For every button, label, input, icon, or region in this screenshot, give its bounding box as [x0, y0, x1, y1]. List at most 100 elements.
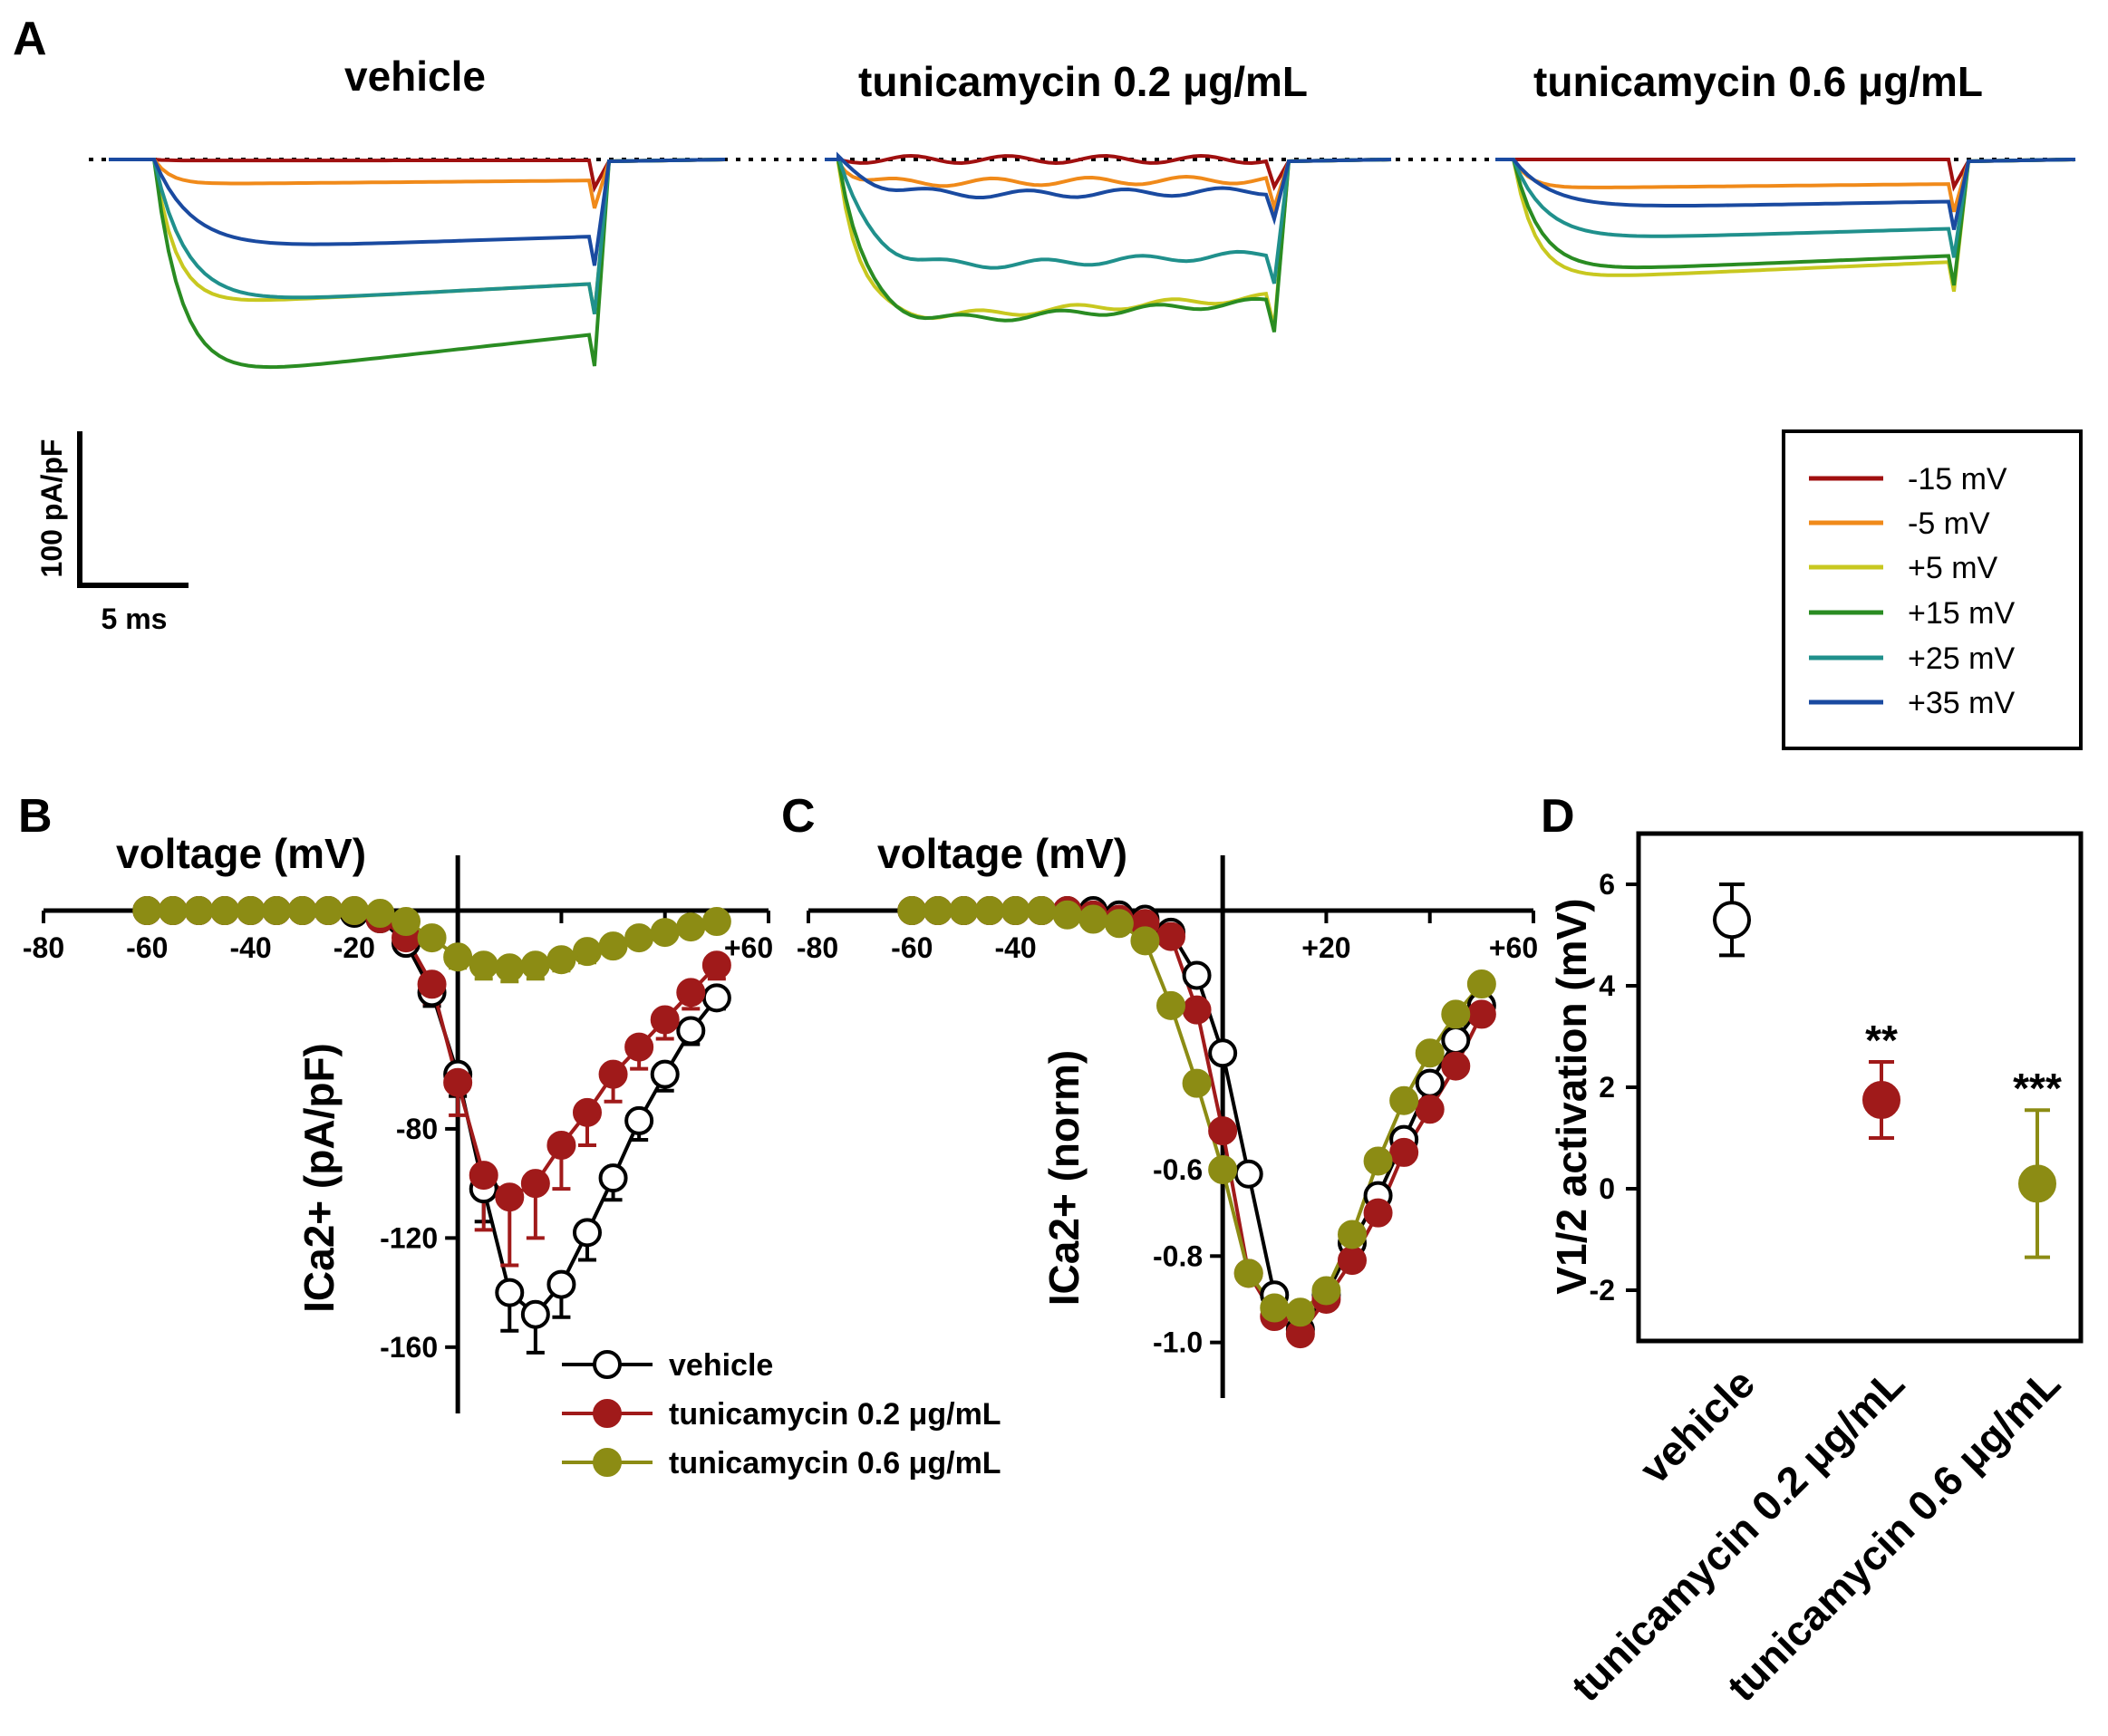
- x-tick-label: -60: [891, 931, 933, 964]
- legend-bc-tun02: tunicamycin 0.2 μg/mL: [669, 1397, 1001, 1432]
- data-point: [624, 1032, 654, 1062]
- data-point: [650, 1005, 680, 1035]
- panel-a-title-tun06: tunicamycin 0.6 μg/mL: [1533, 58, 1983, 105]
- y-tick-label: -160: [380, 1331, 438, 1364]
- data-point: [573, 937, 602, 967]
- data-point: [417, 923, 447, 953]
- data-point: [495, 953, 525, 983]
- data-point: [624, 923, 654, 953]
- data-point: [1311, 1276, 1341, 1306]
- data-point: [573, 1218, 602, 1248]
- y-tick-label: 6: [1599, 868, 1615, 901]
- data-point: [598, 1059, 628, 1089]
- panel-c-ylabel: ICa2+ (norm): [1040, 1050, 1088, 1306]
- data-point: [2018, 1164, 2056, 1203]
- data-point: [650, 918, 680, 948]
- trace-0-1: [109, 158, 726, 209]
- data-point: [1104, 909, 1134, 939]
- trace-2-3: [1495, 158, 2076, 286]
- data-point: [1233, 1259, 1263, 1288]
- data-point: [314, 896, 343, 925]
- data-point: [495, 1278, 525, 1307]
- x-tick-label: +60: [1489, 931, 1538, 964]
- trace-1-2: [825, 158, 1392, 328]
- data-point: [236, 896, 266, 925]
- panel-d-ylabel: V1/2 activation (mV): [1548, 898, 1595, 1294]
- category-label: vehicle: [1630, 1359, 1764, 1492]
- data-point: [1182, 960, 1212, 990]
- panel-d-label: D: [1541, 790, 1575, 843]
- panel-c-xlabel: voltage (mV): [877, 830, 1127, 877]
- data-point: [365, 899, 395, 929]
- data-point: [1001, 896, 1030, 925]
- data-point: [520, 1169, 550, 1199]
- legend-bc-tun06: tunicamycin 0.6 μg/mL: [669, 1446, 1001, 1480]
- data-point: [1466, 999, 1496, 1029]
- panel-a-title-tun02: tunicamycin 0.2 μg/mL: [858, 58, 1308, 105]
- data-point: [1208, 1154, 1238, 1184]
- panel-b-label: B: [18, 790, 53, 843]
- y-tick-label: -1.0: [1153, 1326, 1203, 1359]
- data-point: [1441, 999, 1471, 1029]
- data-point: [573, 1097, 602, 1127]
- trace-2-5: [1495, 158, 2076, 230]
- data-point: [417, 969, 447, 999]
- data-point: [469, 1161, 498, 1191]
- panel-c-label: C: [781, 790, 816, 843]
- data-point: [1389, 1085, 1419, 1115]
- data-point: [701, 983, 731, 1013]
- data-point: [262, 896, 292, 925]
- data-point: [184, 896, 214, 925]
- legend-label-m5: -5 mV: [1908, 506, 1990, 541]
- trace-0-4: [109, 158, 726, 314]
- data-point: [1052, 900, 1082, 930]
- data-point: [1208, 1116, 1238, 1146]
- x-tick-label: -40: [229, 931, 271, 964]
- trace-1-3: [825, 158, 1392, 333]
- y-tick-label: 2: [1599, 1071, 1615, 1104]
- data-point: [598, 931, 628, 961]
- panel-b-xlabel: voltage (mV): [116, 830, 366, 877]
- data-point: [1078, 904, 1108, 934]
- legend-label-m15: -15 mV: [1908, 462, 2007, 497]
- data-point: [1466, 969, 1496, 999]
- data-point: [520, 1299, 550, 1329]
- data-point: [1389, 1137, 1419, 1167]
- legend-label-p25: +25 mV: [1908, 641, 2015, 676]
- data-point: [949, 896, 979, 925]
- trace-1-4: [825, 156, 1392, 285]
- trace-1-5: [825, 151, 1392, 226]
- panel-a-legend: -15 mV -5 mV +5 mV +15 mV +25 mV +35 mV: [1782, 429, 2083, 750]
- x-tick-label: -40: [994, 931, 1036, 964]
- data-point: [676, 1016, 706, 1046]
- trace-1-0: [825, 153, 1392, 191]
- data-point: [546, 945, 576, 975]
- x-tick-label: -20: [334, 931, 375, 964]
- legend-bc-marker-2: [593, 1448, 622, 1477]
- data-point: [546, 1269, 576, 1299]
- data-point: [701, 950, 731, 980]
- data-point: [1027, 896, 1057, 925]
- data-point: [1156, 921, 1185, 951]
- data-point: [1182, 1068, 1212, 1098]
- y-tick-label: 0: [1599, 1172, 1615, 1205]
- trace-2-4: [1495, 158, 2076, 258]
- data-point: [443, 1067, 473, 1097]
- data-point: [897, 896, 927, 925]
- trace-0-0: [109, 158, 726, 193]
- legend-label-p35: +35 mV: [1908, 686, 2015, 720]
- legend-label-p5: +5 mV: [1908, 551, 1998, 585]
- panel-b-plot: [132, 896, 731, 1355]
- panel-a-traces: [109, 151, 2076, 370]
- data-point: [1862, 1081, 1900, 1119]
- panel-d-plot: *****: [1713, 882, 2062, 1259]
- legend-bc: vehicle tunicamycin 0.2 μg/mL tunicamyci…: [562, 1348, 1001, 1480]
- data-point: [132, 896, 162, 925]
- data-point: [1415, 1038, 1445, 1068]
- data-point: [287, 896, 317, 925]
- data-point: [923, 896, 952, 925]
- panel-c-plot: [897, 896, 1496, 1349]
- trace-2-0: [1495, 158, 2076, 192]
- x-tick-label: -80: [797, 931, 838, 964]
